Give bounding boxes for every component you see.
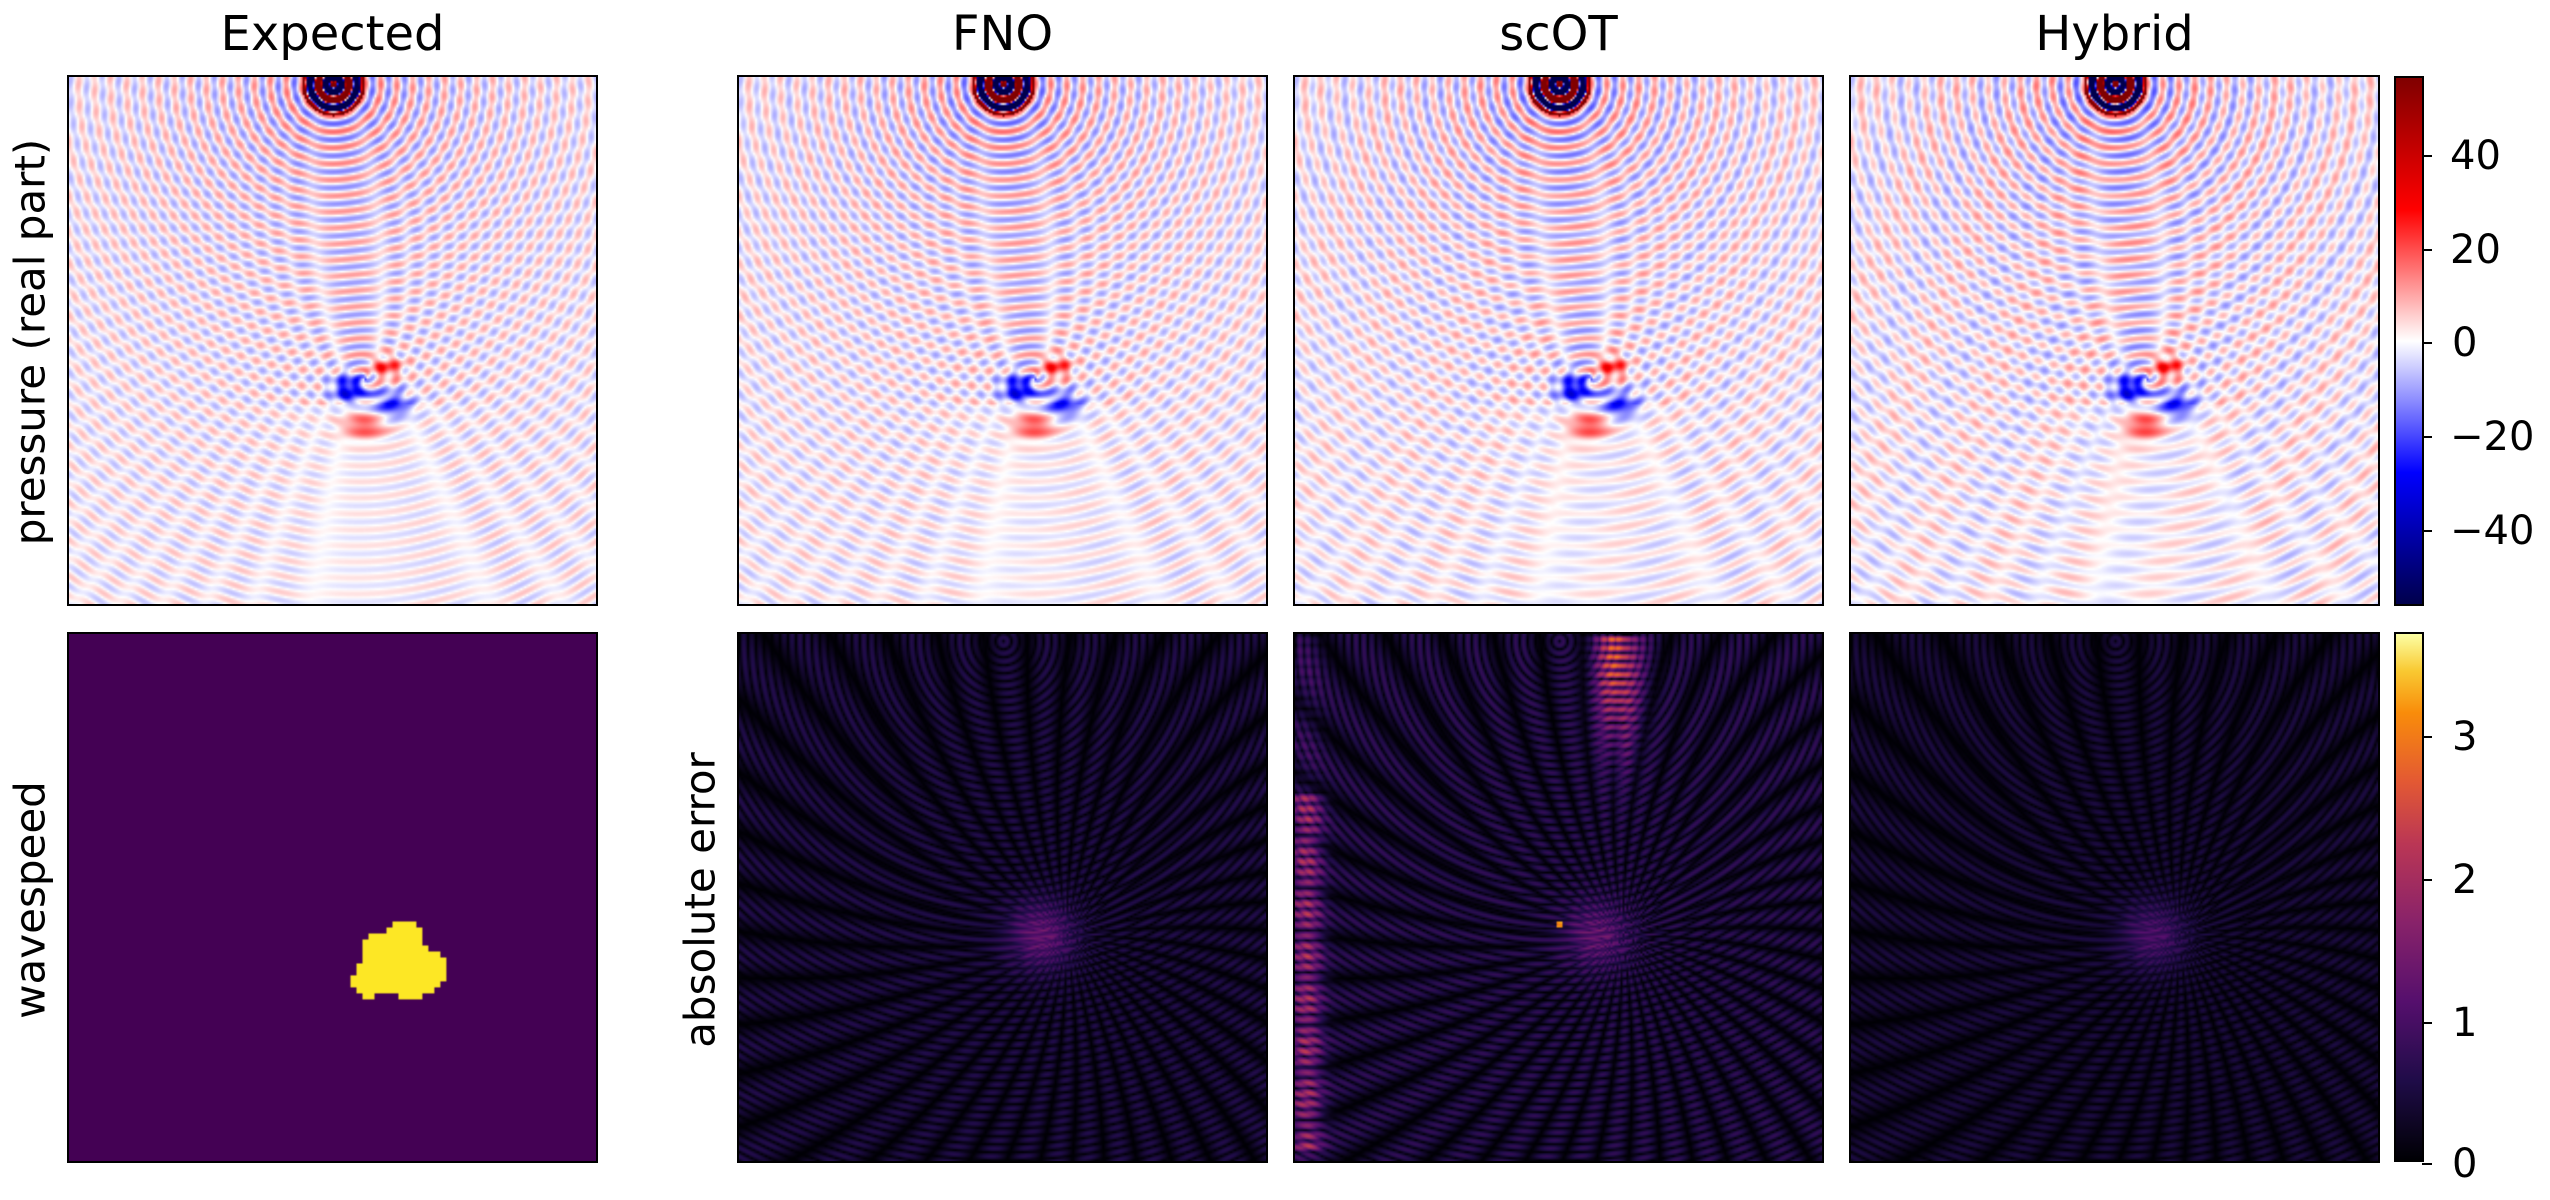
colorbar-pressure-tick: 20 [2450,227,2501,273]
colorbar-pressure-tickmark [2422,155,2432,157]
column-title-hybrid: Hybrid [2035,6,2194,62]
pressure-field-canvas [1851,77,2378,604]
heatmap-fno-pressure [737,75,1268,606]
colorbar-error-tick: 1 [2452,1000,2478,1046]
heatmap-expected-pressure [67,75,598,606]
colorbar-pressure-tickmark [2422,436,2432,438]
heatmap-wavespeed [67,632,598,1163]
pressure-field-canvas [69,77,596,604]
colorbar-error-tick: 2 [2452,857,2478,903]
colorbar-pressure-tick: 40 [2450,133,2501,179]
colorbar-pressure-tick: −20 [2450,414,2535,460]
colorbar-pressure-tickmark [2422,249,2432,251]
row-label-pressure: pressure (real part) [5,138,55,546]
colorbar-error-tickmark [2422,879,2432,881]
heatmap-scot-pressure [1293,75,1824,606]
column-title-fno: FNO [951,6,1054,62]
colorbar-error-tickmark [2422,736,2432,738]
colorbar-error-tickmark [2422,1022,2432,1024]
column-title-scot: scOT [1499,6,1618,62]
colorbar-error-tick: 0 [2452,1141,2478,1187]
pressure-field-canvas [1295,77,1822,604]
colorbar-pressure [2394,76,2424,606]
heatmap-fno-error [737,632,1268,1163]
error-field-canvas [1851,634,2378,1161]
colorbar-pressure-tickmark [2422,342,2432,344]
colorbar-pressure-tick: −40 [2450,508,2535,554]
pressure-field-canvas [739,77,1266,604]
colorbar-pressure-tick: 0 [2452,320,2478,366]
colorbar-error-tick: 3 [2452,714,2478,760]
wavespeed-canvas [69,634,596,1161]
error-field-canvas [1295,634,1822,1161]
row-label-absolute-error: absolute error [675,752,725,1048]
error-field-canvas [739,634,1266,1161]
heatmap-scot-error [1293,632,1824,1163]
colorbar-error-tickmark [2422,1163,2432,1165]
colorbar-error [2394,632,2424,1162]
column-title-expected: Expected [220,6,445,62]
heatmap-hybrid-error [1849,632,2380,1163]
row-label-wavespeed: wavespeed [5,781,55,1019]
colorbar-pressure-tickmark [2422,530,2432,532]
heatmap-hybrid-pressure [1849,75,2380,606]
